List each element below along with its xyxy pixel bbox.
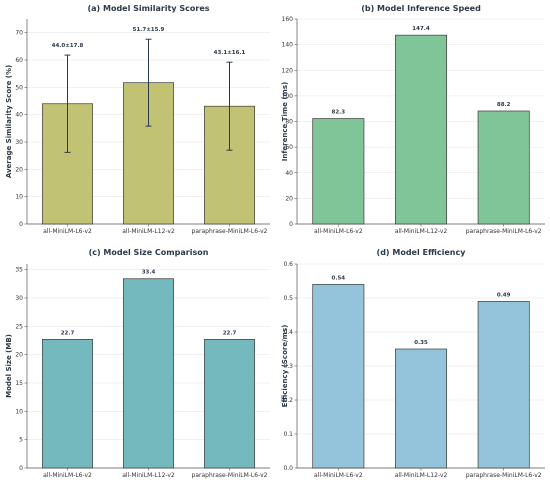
chart-panel-4: 0.0 0.1 0.2 0.3 0.4 0.5 0.6 0.54 all-MiniLM-L6-v… xyxy=(281,248,545,479)
y-tick-label: 30 xyxy=(15,295,23,302)
x-tick-label: all-MiniLM-L12-v2 xyxy=(122,228,175,235)
y-tick-label: 0 xyxy=(19,221,23,228)
bar xyxy=(42,339,93,469)
y-tick-label: 10 xyxy=(15,194,23,201)
bar xyxy=(477,110,530,225)
data-label: 43.1±16.1 xyxy=(214,50,246,56)
x-tick-label: paraphrase-MiniLM-L6-v2 xyxy=(466,472,542,479)
chart-panel-2: 0 20 40 60 80 100 120 140 160 82.3 all-MiniLM-L6-v… xyxy=(281,4,545,235)
chart-panel-3: 0 5 10 15 20 25 30 35 22.7 all-MiniLM-L6-v2 33.4 al… xyxy=(5,248,270,479)
y-tick-label: 0.5 xyxy=(283,295,293,302)
bar xyxy=(395,348,447,469)
y-tick-label: 5 xyxy=(19,437,23,444)
y-tick-label: 140 xyxy=(282,42,294,49)
y-tick-label: 100 xyxy=(282,93,294,100)
chart-title: (a) Model Similarity Scores xyxy=(88,4,210,13)
y-tick-label: 0.2 xyxy=(283,397,293,404)
y-tick-label: 60 xyxy=(285,144,293,151)
x-tick-label: all-MiniLM-L6-v2 xyxy=(43,228,92,235)
y-tick-label: 20 xyxy=(15,166,23,173)
chart-title: (c) Model Size Comparison xyxy=(89,248,209,257)
y-tick-label: 0.6 xyxy=(283,261,293,268)
data-label: 0.54 xyxy=(332,275,346,281)
y-axis-label: Model Size (MB) xyxy=(5,334,13,398)
data-label: 88.2 xyxy=(497,102,511,108)
bar xyxy=(477,301,530,469)
x-tick-label: all-MiniLM-L12-v2 xyxy=(395,228,448,235)
x-tick-label: all-MiniLM-L12-v2 xyxy=(395,472,448,479)
x-tick-label: paraphrase-MiniLM-L6-v2 xyxy=(192,472,268,479)
data-label: 82.3 xyxy=(332,110,346,116)
y-axis-label: Efficiency (Score/ms) xyxy=(281,325,289,408)
y-tick-label: 20 xyxy=(285,195,293,202)
y-tick-label: 160 xyxy=(282,16,294,23)
y-tick-label: 0.1 xyxy=(283,431,293,438)
chart-title: (d) Model Efficiency xyxy=(377,248,467,257)
y-tick-label: 0 xyxy=(19,465,23,472)
y-tick-label: 15 xyxy=(15,380,23,387)
data-label: 0.49 xyxy=(497,292,511,298)
y-tick-label: 70 xyxy=(15,30,23,37)
bar xyxy=(123,278,174,469)
data-label: 147.4 xyxy=(412,26,430,32)
y-tick-label: 10 xyxy=(15,408,23,415)
y-tick-label: 35 xyxy=(15,267,23,274)
data-label: 44.0±17.8 xyxy=(52,43,84,49)
data-label: 22.7 xyxy=(223,330,237,336)
bar xyxy=(204,339,255,469)
data-label: 51.7±15.9 xyxy=(133,27,165,33)
y-axis-label: Average Similarity Score (%) xyxy=(5,65,13,178)
y-tick-label: 0.4 xyxy=(283,329,293,336)
x-tick-label: paraphrase-MiniLM-L6-v2 xyxy=(192,228,268,235)
y-tick-label: 30 xyxy=(15,139,23,146)
x-tick-label: all-MiniLM-L6-v2 xyxy=(314,228,363,235)
data-label: 33.4 xyxy=(142,270,156,276)
y-tick-label: 120 xyxy=(282,67,294,74)
bar xyxy=(312,284,365,469)
y-tick-label: 0.3 xyxy=(283,363,293,370)
y-tick-label: 0 xyxy=(289,221,293,228)
data-label: 22.7 xyxy=(61,330,75,336)
y-tick-label: 60 xyxy=(15,57,23,64)
bar xyxy=(395,34,447,225)
bar xyxy=(312,118,365,225)
y-tick-label: 20 xyxy=(15,352,23,359)
y-tick-label: 0.0 xyxy=(283,465,293,472)
chart-panel-1: 0 10 20 30 40 50 60 70 44.0±17.8 all-MiniLM-L6-v2… xyxy=(5,4,270,235)
data-label: 0.35 xyxy=(414,340,428,346)
chart-title: (b) Model Inference Speed xyxy=(361,4,481,13)
y-tick-label: 40 xyxy=(285,170,293,177)
x-tick-label: all-MiniLM-L12-v2 xyxy=(122,472,175,479)
x-tick-label: all-MiniLM-L6-v2 xyxy=(314,472,363,479)
y-tick-label: 40 xyxy=(15,112,23,119)
y-tick-label: 25 xyxy=(15,323,23,330)
x-tick-label: all-MiniLM-L6-v2 xyxy=(43,472,92,479)
x-tick-label: paraphrase-MiniLM-L6-v2 xyxy=(466,228,542,235)
y-tick-label: 50 xyxy=(15,84,23,91)
y-axis-label: Inference Time (ms) xyxy=(281,82,289,161)
y-tick-label: 80 xyxy=(285,119,293,126)
